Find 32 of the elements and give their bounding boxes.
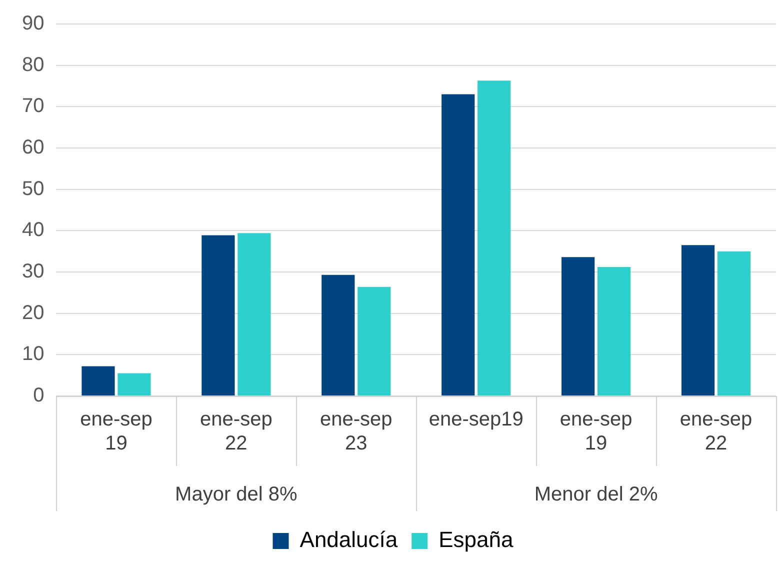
bar: [717, 251, 751, 396]
x-tick-label: ene-sep 23: [320, 408, 392, 455]
y-tick-label: 60: [22, 136, 44, 159]
x-tick-label: ene-sep 22: [680, 408, 752, 455]
y-tick-label: 30: [22, 260, 44, 283]
legend-label: Andalucía: [300, 527, 398, 552]
bar: [358, 286, 391, 396]
bar: [681, 245, 715, 396]
y-tick-label: 20: [22, 302, 44, 324]
y-tick-label: 40: [22, 219, 44, 242]
text: Menor del 2%: [534, 484, 658, 506]
x-tick-label: ene-sep 19: [560, 408, 632, 455]
bar: [322, 274, 355, 396]
bar: [442, 94, 475, 396]
y-tick-label: 0: [33, 384, 44, 407]
bar: [238, 233, 271, 396]
x-tick-label: ene-sep 22: [200, 408, 272, 455]
bar: [118, 373, 151, 396]
y-tick-label: 70: [22, 95, 44, 118]
bar: [562, 257, 595, 396]
bar: [478, 80, 511, 396]
text: Mayor del 8%: [175, 484, 298, 506]
x-tick-label: ene-sep19: [428, 408, 524, 431]
legend-label: España: [438, 527, 514, 552]
y-tick-label: 10: [22, 343, 44, 366]
x-tick-label: ene-sep 19: [80, 408, 152, 455]
bar: [202, 235, 235, 396]
bar: [598, 267, 631, 396]
bar: [82, 366, 115, 396]
y-tick-label: 80: [22, 54, 44, 76]
y-tick-label: 90: [22, 12, 44, 35]
y-tick-label: 50: [22, 178, 44, 200]
